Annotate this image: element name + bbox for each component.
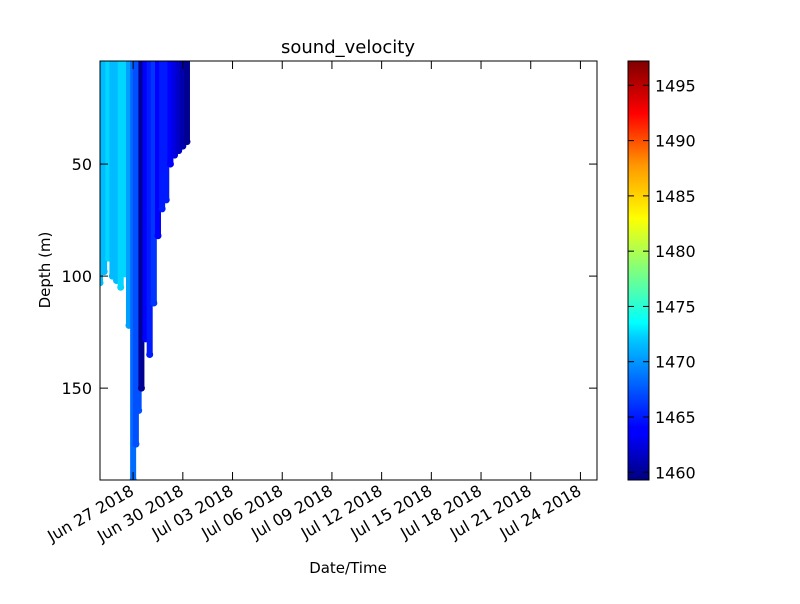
y-tick-label: 50 [72,155,92,174]
colorbar-tick-label: 1470 [655,353,696,372]
data-point [150,299,158,307]
data-point [183,138,191,146]
colorbar [627,60,650,481]
colorbar-tick-label: 1485 [655,187,696,206]
x-axis-label: Date/Time [309,559,387,577]
plot-frame [99,60,598,481]
colorbar-tick-label: 1480 [655,242,696,261]
data-point [162,196,170,204]
data-point [117,283,125,291]
data-point [132,440,140,448]
data-point [146,351,154,359]
chart-title: sound_velocity [281,37,415,58]
data-point [175,147,183,155]
y-tick-label: 100 [61,267,92,286]
colorbar-tick-label: 1465 [655,408,696,427]
data-point [154,232,162,240]
data-point [158,205,166,213]
data-point [171,151,179,159]
data-point [100,279,104,287]
scatter-marks [100,61,191,480]
data-point [135,407,143,415]
colorbar-tick-label: 1490 [655,132,696,151]
colorbar-tick-label: 1475 [655,297,696,316]
colorbar-ticks: 1460 1465 1470 1475 1480 1485 1490 1495 [628,76,696,482]
colorbar-tick-label: 1495 [655,76,696,95]
colorbar-tick-label: 1460 [655,463,696,482]
data-point [100,268,108,276]
y-tick-label: 150 [61,379,92,398]
data-point [166,160,174,168]
y-axis: 50 100 150 [61,155,597,398]
data-point [179,142,187,150]
y-axis-label: Depth (m) [36,232,54,309]
data-point [137,384,145,392]
